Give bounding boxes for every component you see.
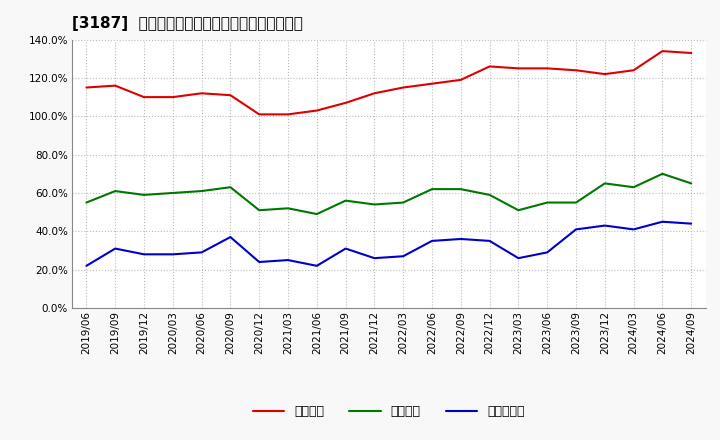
- 流動比率: [168, 95, 177, 100]
- 当座比率: [226, 185, 235, 190]
- 流動比率: [312, 108, 321, 113]
- 当座比率: [629, 185, 638, 190]
- 現預金比率: [197, 250, 206, 255]
- 現預金比率: [399, 253, 408, 259]
- 現預金比率: [370, 256, 379, 261]
- 現預金比率: [168, 252, 177, 257]
- 当座比率: [82, 200, 91, 205]
- 当座比率: [168, 191, 177, 196]
- 流動比率: [255, 112, 264, 117]
- 流動比率: [543, 66, 552, 71]
- 流動比率: [370, 91, 379, 96]
- 当座比率: [312, 211, 321, 216]
- 流動比率: [514, 66, 523, 71]
- 現預金比率: [312, 263, 321, 268]
- 流動比率: [485, 64, 494, 69]
- 現預金比率: [514, 256, 523, 261]
- 当座比率: [399, 200, 408, 205]
- 当座比率: [600, 181, 609, 186]
- 現預金比率: [428, 238, 436, 244]
- 現預金比率: [543, 250, 552, 255]
- 現預金比率: [82, 263, 91, 268]
- 流動比率: [456, 77, 465, 82]
- 流動比率: [428, 81, 436, 86]
- Line: 流動比率: 流動比率: [86, 51, 691, 114]
- Text: [3187]  流動比率、当座比率、現預金比率の推移: [3187] 流動比率、当座比率、現預金比率の推移: [72, 16, 303, 32]
- 流動比率: [226, 92, 235, 98]
- 当座比率: [428, 187, 436, 192]
- 流動比率: [600, 71, 609, 77]
- 現預金比率: [111, 246, 120, 251]
- 現預金比率: [629, 227, 638, 232]
- 当座比率: [514, 208, 523, 213]
- 流動比率: [140, 95, 148, 100]
- 当座比率: [370, 202, 379, 207]
- 現預金比率: [255, 259, 264, 264]
- 流動比率: [197, 91, 206, 96]
- Legend: 流動比率, 当座比率, 現預金比率: 流動比率, 当座比率, 現預金比率: [248, 400, 529, 423]
- 流動比率: [341, 100, 350, 106]
- 現預金比率: [600, 223, 609, 228]
- Line: 現預金比率: 現預金比率: [86, 222, 691, 266]
- 現預金比率: [456, 236, 465, 242]
- 当座比率: [485, 192, 494, 198]
- 流動比率: [687, 50, 696, 55]
- 現預金比率: [284, 257, 292, 263]
- 当座比率: [687, 181, 696, 186]
- 現預金比率: [687, 221, 696, 226]
- 現預金比率: [140, 252, 148, 257]
- 流動比率: [82, 85, 91, 90]
- 当座比率: [197, 188, 206, 194]
- 流動比率: [629, 68, 638, 73]
- 流動比率: [399, 85, 408, 90]
- 現預金比率: [226, 235, 235, 240]
- 現預金比率: [658, 219, 667, 224]
- 流動比率: [111, 83, 120, 88]
- 流動比率: [284, 112, 292, 117]
- 当座比率: [341, 198, 350, 203]
- 当座比率: [284, 205, 292, 211]
- 現預金比率: [485, 238, 494, 244]
- 当座比率: [140, 192, 148, 198]
- 当座比率: [543, 200, 552, 205]
- 現預金比率: [572, 227, 580, 232]
- 当座比率: [658, 171, 667, 176]
- 現預金比率: [341, 246, 350, 251]
- 当座比率: [255, 208, 264, 213]
- 流動比率: [658, 48, 667, 54]
- Line: 当座比率: 当座比率: [86, 174, 691, 214]
- 当座比率: [572, 200, 580, 205]
- 当座比率: [456, 187, 465, 192]
- 流動比率: [572, 68, 580, 73]
- 当座比率: [111, 188, 120, 194]
